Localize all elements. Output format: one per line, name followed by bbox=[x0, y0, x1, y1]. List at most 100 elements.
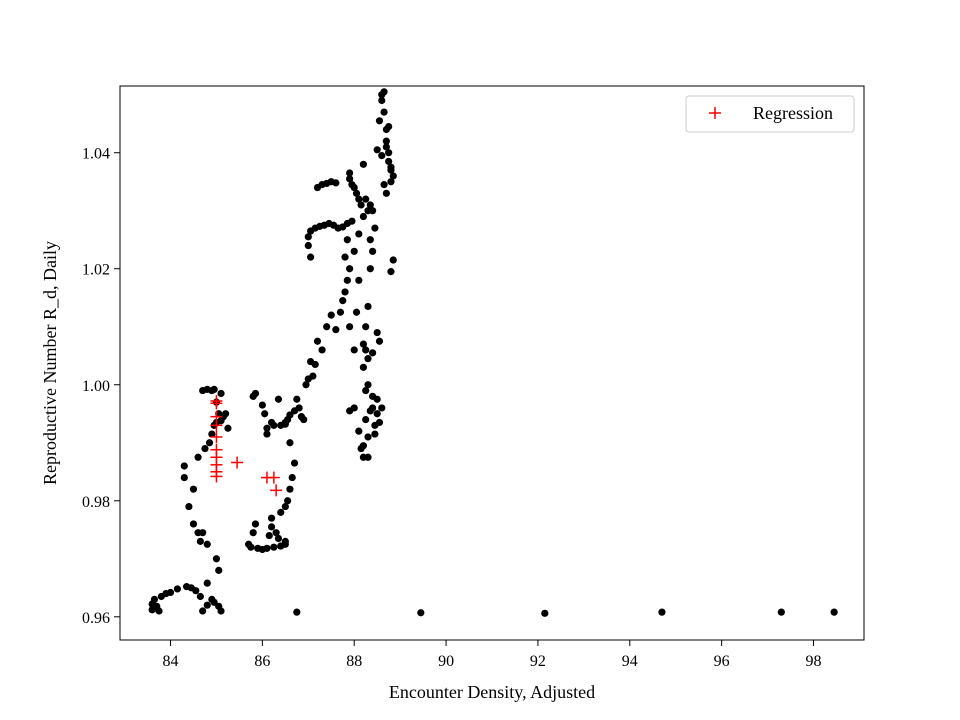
data-point bbox=[348, 217, 356, 225]
plot-frame bbox=[119, 85, 865, 641]
data-point bbox=[339, 297, 347, 305]
data-point bbox=[263, 544, 271, 552]
data-point bbox=[173, 585, 182, 593]
data-point bbox=[192, 587, 200, 595]
data-point bbox=[355, 195, 363, 203]
data-point bbox=[389, 256, 397, 264]
data-point bbox=[203, 540, 211, 548]
data-point bbox=[362, 346, 370, 354]
y-tick-label: 1.04 bbox=[82, 146, 110, 163]
regression-point bbox=[210, 419, 223, 432]
data-point bbox=[346, 265, 354, 273]
data-point bbox=[380, 88, 388, 96]
data-point bbox=[270, 421, 278, 429]
data-point bbox=[359, 340, 368, 348]
data-point bbox=[327, 311, 335, 319]
data-point bbox=[281, 418, 289, 427]
data-points bbox=[148, 88, 838, 617]
legend-label-regression: Regression bbox=[753, 103, 833, 123]
data-point bbox=[208, 430, 216, 438]
data-point bbox=[313, 337, 322, 345]
data-point bbox=[199, 529, 207, 537]
data-point bbox=[150, 595, 159, 603]
data-point bbox=[277, 508, 285, 516]
data-point bbox=[368, 207, 377, 215]
data-point bbox=[247, 543, 255, 551]
data-point bbox=[378, 96, 386, 105]
data-point bbox=[341, 253, 349, 261]
data-point bbox=[368, 247, 377, 255]
data-point bbox=[371, 430, 379, 438]
data-point bbox=[368, 404, 377, 412]
data-point bbox=[373, 410, 381, 418]
data-point bbox=[249, 529, 257, 537]
data-point bbox=[210, 385, 218, 393]
data-point bbox=[261, 410, 269, 418]
y-tick-label: 0.96 bbox=[82, 610, 110, 627]
data-point bbox=[215, 566, 223, 574]
data-point bbox=[281, 540, 289, 548]
data-point bbox=[323, 323, 331, 331]
legend-marker-regression bbox=[709, 107, 721, 119]
data-point bbox=[189, 485, 198, 493]
data-point bbox=[336, 308, 345, 316]
data-point bbox=[304, 241, 312, 250]
data-point bbox=[196, 537, 204, 545]
data-point bbox=[304, 233, 312, 241]
data-point bbox=[346, 175, 354, 183]
data-point bbox=[288, 473, 296, 482]
plot-background bbox=[120, 86, 864, 640]
data-point bbox=[274, 534, 283, 543]
y-axis-ticks: 0.96 0.98 1.00 1.02 1.04 bbox=[82, 146, 120, 627]
data-point bbox=[272, 529, 280, 537]
data-point bbox=[251, 389, 260, 398]
data-point bbox=[373, 395, 381, 403]
data-point bbox=[311, 360, 319, 369]
x-tick-label: 88 bbox=[346, 653, 362, 670]
data-point bbox=[343, 276, 351, 284]
data-point bbox=[350, 247, 358, 255]
data-point bbox=[541, 609, 549, 617]
data-point bbox=[295, 404, 303, 412]
data-point bbox=[355, 230, 363, 238]
data-point bbox=[263, 424, 271, 432]
data-point bbox=[267, 523, 276, 531]
data-point bbox=[378, 404, 386, 412]
data-point bbox=[359, 363, 368, 371]
data-point bbox=[382, 143, 390, 151]
data-point bbox=[205, 439, 214, 447]
data-point bbox=[375, 337, 384, 345]
regression-point bbox=[231, 456, 244, 469]
x-axis-label: Encounter Density, Adjusted bbox=[389, 682, 595, 702]
data-point bbox=[375, 117, 384, 125]
data-point bbox=[385, 123, 393, 131]
data-point bbox=[362, 323, 370, 331]
legend: Regression bbox=[685, 95, 855, 133]
regression-point bbox=[270, 484, 283, 497]
data-point bbox=[378, 152, 386, 160]
data-point bbox=[364, 302, 372, 311]
data-point bbox=[263, 430, 271, 438]
data-point bbox=[346, 169, 354, 177]
data-point bbox=[362, 195, 370, 203]
data-point bbox=[389, 172, 397, 180]
data-point bbox=[371, 224, 379, 232]
data-point bbox=[286, 485, 294, 493]
x-tick-label: 92 bbox=[530, 653, 546, 670]
data-point bbox=[302, 381, 310, 389]
data-point bbox=[203, 601, 211, 609]
data-point bbox=[830, 608, 838, 616]
data-point bbox=[196, 592, 204, 601]
y-axis-label: Reproductive Number R_d, Daily bbox=[40, 241, 60, 485]
data-point bbox=[366, 201, 374, 209]
data-point bbox=[265, 531, 273, 540]
legend-box bbox=[685, 95, 855, 133]
data-point bbox=[357, 201, 365, 209]
data-point bbox=[284, 497, 292, 505]
data-point bbox=[251, 520, 260, 528]
data-point bbox=[346, 323, 354, 331]
data-point bbox=[350, 404, 358, 412]
data-point bbox=[359, 212, 368, 221]
data-point bbox=[318, 346, 326, 354]
data-point bbox=[380, 108, 388, 116]
